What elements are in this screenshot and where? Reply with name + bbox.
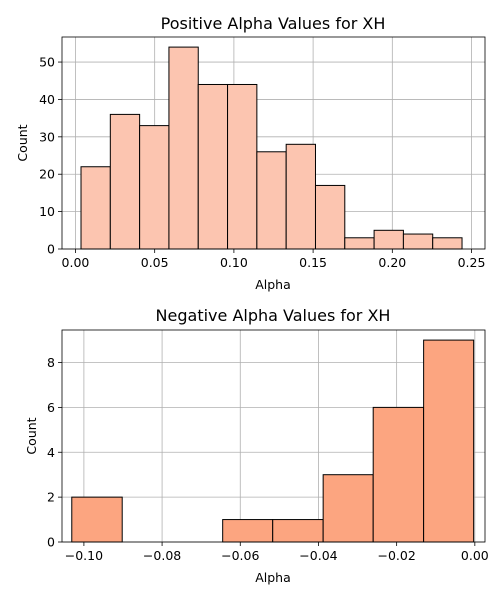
- y-axis-label: Count: [24, 417, 39, 454]
- x-tick-label: −0.06: [221, 548, 259, 563]
- histogram-bar: [272, 519, 324, 543]
- x-axis-label: Alpha: [255, 277, 291, 292]
- x-tick-label: 0.15: [299, 255, 327, 270]
- y-tick-label: 10: [39, 204, 55, 219]
- y-tick-label: 40: [39, 92, 55, 107]
- histogram-bar: [373, 229, 404, 250]
- histogram-bar: [168, 46, 199, 250]
- x-tick-label: 0.20: [378, 255, 406, 270]
- x-tick-label: −0.04: [299, 548, 337, 563]
- x-tick-label: 0.00: [62, 255, 90, 270]
- histogram-bar: [80, 166, 111, 250]
- negative-alpha-chart: Negative Alpha Values for XH Alpha Count…: [24, 306, 489, 585]
- y-tick-label: 6: [47, 400, 55, 415]
- y-tick-label: 20: [39, 167, 55, 182]
- x-tick-label: −0.10: [65, 548, 103, 563]
- histogram-bar: [109, 113, 141, 250]
- x-tick-label: 0.00: [461, 548, 489, 563]
- histogram-bar: [314, 184, 346, 250]
- x-tick-label: 0.10: [220, 255, 248, 270]
- histogram-bar: [71, 496, 123, 543]
- y-tick-label: 0: [47, 242, 55, 257]
- y-axis-label: Count: [15, 124, 30, 161]
- y-tick-label: 0: [47, 535, 55, 550]
- histogram-bar: [256, 151, 287, 250]
- histogram-bar: [285, 143, 316, 250]
- axes-frame: [61, 36, 486, 250]
- y-tick-label: 8: [47, 355, 55, 370]
- chart-title: Negative Alpha Values for XH: [156, 306, 391, 325]
- x-tick-label: 0.25: [458, 255, 486, 270]
- histogram-bar: [372, 406, 425, 543]
- x-tick-label: −0.08: [143, 548, 181, 563]
- positive-alpha-chart: Positive Alpha Values for XH Alpha Count…: [15, 14, 485, 292]
- histogram-bar: [227, 83, 258, 250]
- y-tick-label: 30: [39, 129, 55, 144]
- histogram-bar: [139, 125, 170, 250]
- x-axis-label: Alpha: [255, 570, 291, 585]
- axes-frame: [61, 329, 486, 543]
- y-tick-label: 50: [39, 55, 55, 70]
- x-tick-label: −0.02: [377, 548, 415, 563]
- histogram-bar: [344, 237, 375, 250]
- y-tick-label: 4: [47, 445, 55, 460]
- histogram-bar: [222, 519, 274, 543]
- histogram-bar: [322, 474, 374, 543]
- histogram-bar: [423, 339, 475, 543]
- chart-title: Positive Alpha Values for XH: [161, 14, 386, 33]
- histogram-bar: [197, 83, 229, 250]
- x-tick-label: 0.05: [141, 255, 169, 270]
- histogram-bar: [402, 233, 434, 250]
- histogram-bar: [432, 237, 463, 250]
- y-tick-label: 2: [47, 490, 55, 505]
